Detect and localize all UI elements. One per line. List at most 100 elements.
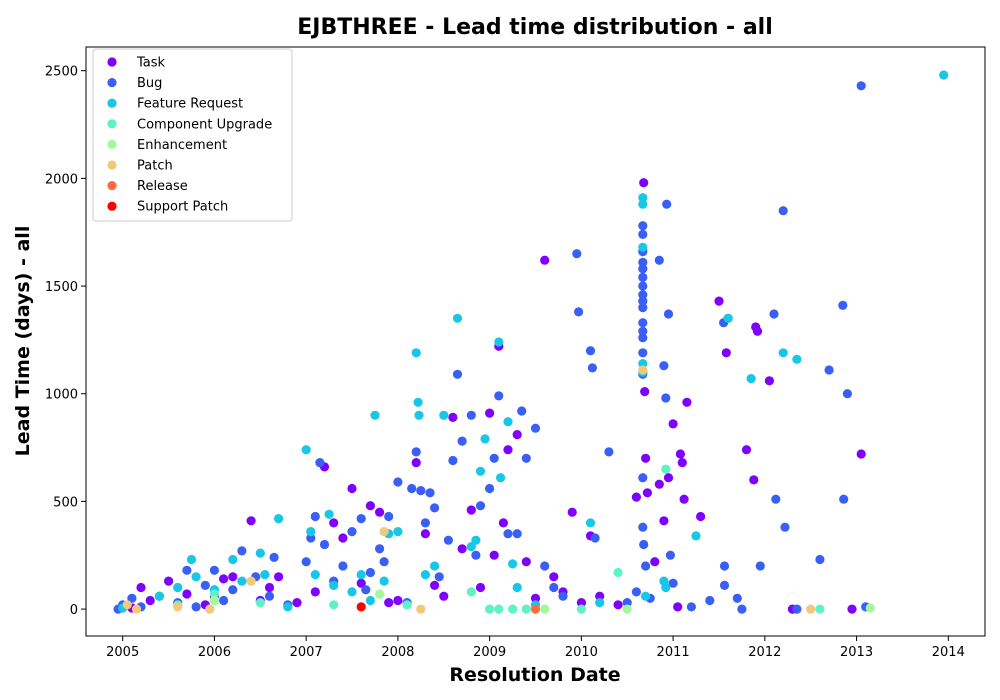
point-series-1-25 — [356, 514, 366, 524]
point-series-3-3 — [329, 600, 339, 610]
point-series-2-50 — [661, 582, 671, 593]
x-tick-label-0: 2005 — [106, 645, 139, 660]
point-series-1-76 — [638, 318, 648, 328]
point-series-2-52 — [723, 313, 733, 323]
point-series-3-12 — [661, 464, 671, 474]
point-series-1-73 — [638, 290, 648, 300]
point-series-5-7 — [638, 365, 648, 375]
point-series-1-112 — [856, 81, 866, 91]
point-series-0-3 — [164, 576, 174, 586]
point-series-1-108 — [824, 365, 834, 375]
point-series-0-1 — [136, 582, 146, 593]
point-series-1-77 — [638, 326, 648, 336]
point-series-1-49 — [494, 391, 504, 401]
point-series-1-12 — [237, 546, 247, 556]
point-series-1-34 — [411, 447, 421, 457]
axis-ticks: 2005 2006 2007 2008 2009 2010 2011 2012 2013 2014… — [45, 65, 965, 660]
point-series-0-72 — [847, 604, 857, 614]
legend-label-7: Support Patch — [137, 200, 228, 215]
point-series-0-49 — [639, 178, 649, 188]
point-series-1-96 — [719, 561, 730, 571]
point-series-1-45 — [471, 550, 481, 560]
point-series-5-5 — [379, 527, 389, 537]
point-series-2-55 — [792, 354, 802, 364]
point-series-0-28 — [448, 412, 458, 422]
point-series-0-39 — [530, 593, 541, 603]
point-series-0-22 — [384, 598, 394, 608]
point-series-1-17 — [301, 557, 311, 567]
legend-label-6: Release — [137, 179, 188, 194]
point-series-3-6 — [485, 604, 495, 614]
point-series-2-42 — [595, 598, 605, 608]
point-series-1-52 — [517, 406, 527, 416]
point-series-2-41 — [585, 518, 596, 528]
point-series-2-43 — [638, 193, 648, 203]
legend-marker-5 — [107, 160, 117, 170]
point-series-1-92 — [668, 578, 678, 588]
point-series-1-29 — [379, 557, 389, 567]
point-series-2-25 — [413, 397, 423, 407]
point-series-1-81 — [638, 473, 648, 483]
point-series-1-60 — [585, 346, 596, 356]
point-series-0-23 — [393, 595, 403, 606]
point-series-1-100 — [737, 604, 747, 614]
legend-marker-0 — [107, 57, 117, 67]
point-series-1-50 — [503, 529, 513, 539]
point-series-0-24 — [411, 458, 421, 468]
point-series-1-64 — [622, 598, 632, 608]
point-series-1-9 — [209, 565, 219, 575]
point-series-3-1 — [209, 589, 219, 599]
point-series-1-57 — [558, 591, 568, 601]
point-series-1-55 — [540, 561, 550, 571]
point-series-1-37 — [425, 488, 435, 498]
point-series-0-18 — [347, 483, 357, 494]
point-series-3-2 — [255, 598, 265, 608]
point-series-2-19 — [365, 595, 375, 606]
point-series-5-8 — [806, 604, 816, 614]
point-series-2-8 — [255, 548, 265, 558]
point-series-2-16 — [329, 580, 339, 591]
y-tick-label-4: 2000 — [45, 172, 78, 187]
point-series-2-37 — [503, 417, 513, 427]
point-series-0-21 — [375, 507, 385, 517]
point-series-3-8 — [507, 604, 518, 614]
point-series-0-59 — [675, 449, 686, 459]
point-series-4-4 — [865, 603, 875, 613]
point-series-2-10 — [274, 514, 284, 524]
point-series-0-70 — [764, 376, 775, 386]
point-series-4-3 — [622, 604, 632, 614]
point-series-0-60 — [677, 458, 687, 468]
point-series-1-72 — [638, 281, 648, 291]
point-series-0-69 — [752, 326, 763, 336]
point-series-0-38 — [521, 557, 531, 567]
point-series-0-73 — [856, 449, 866, 459]
point-series-1-38 — [430, 503, 440, 513]
point-series-0-8 — [228, 572, 238, 582]
point-series-1-67 — [638, 229, 648, 239]
point-series-0-65 — [721, 348, 731, 358]
point-series-1-91 — [665, 550, 676, 560]
point-series-1-87 — [659, 361, 669, 371]
point-series-0-37 — [512, 430, 522, 440]
point-series-1-8 — [200, 580, 210, 591]
point-series-2-44 — [638, 199, 648, 209]
point-series-2-17 — [347, 587, 357, 597]
point-series-1-83 — [639, 539, 649, 550]
legend: Task Bug Feature Request Component Upgrade E… — [92, 48, 293, 222]
point-series-4-1 — [375, 589, 385, 599]
point-series-2-4 — [191, 572, 201, 582]
legend-marker-7 — [107, 201, 117, 211]
point-series-1-44 — [466, 410, 476, 420]
point-series-0-33 — [489, 550, 499, 560]
x-tick-label-1: 2006 — [198, 645, 231, 660]
point-series-0-40 — [540, 255, 550, 265]
point-series-0-25 — [420, 529, 430, 539]
point-series-2-35 — [494, 337, 504, 347]
legend-label-4: Enhancement — [137, 138, 227, 153]
point-series-3-11 — [613, 567, 623, 578]
point-series-2-30 — [452, 313, 463, 323]
legend-marker-1 — [107, 78, 117, 88]
point-series-0-12 — [274, 572, 284, 582]
point-series-1-82 — [638, 522, 648, 532]
point-series-5-4 — [246, 576, 256, 586]
